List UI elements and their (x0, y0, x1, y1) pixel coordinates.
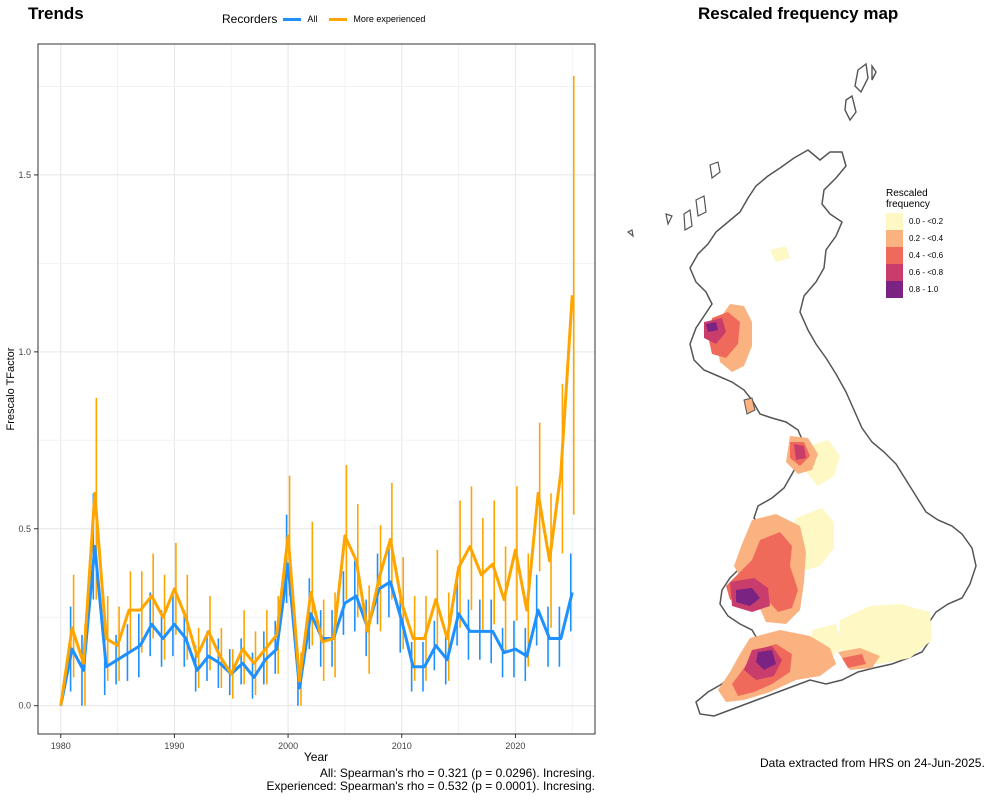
x-axis-label: Year (304, 750, 328, 764)
axes: 1980 1990 2000 2010 2020 0.0 0.5 1.0 1.5 (18, 170, 525, 751)
map-legend-swatch (886, 230, 903, 247)
x-tick-label: 2010 (392, 741, 412, 751)
legend-swatch-experienced (329, 17, 348, 21)
northern-isles-outline (844, 62, 877, 122)
plot-border (37, 43, 596, 735)
map-legend-swatch (886, 247, 903, 264)
y-tick-label: 1.0 (18, 347, 31, 357)
legend-label-all: All (307, 14, 318, 24)
series-line-all (59, 544, 574, 706)
map-legend-label: 0.2 - <0.4 (909, 234, 944, 243)
frequency-map (626, 62, 977, 717)
x-tick-label: 1980 (51, 741, 71, 751)
map-legend-label: 0.0 - <0.2 (909, 217, 944, 226)
map-legend-title-line2: frequency (886, 199, 930, 210)
legend-swatch-all (283, 17, 302, 21)
x-tick-label: 1990 (164, 741, 184, 751)
map-legend-label: 0.6 - <0.8 (909, 268, 944, 277)
y-tick-label: 0.0 (18, 701, 31, 711)
map-legend-swatch (886, 264, 903, 281)
data-source-note: Data extracted from HRS on 24-Jun-2025. (760, 756, 985, 770)
map-title: Rescaled frequency map (698, 4, 899, 23)
map-legend-row: 0.0 - <0.2 (886, 213, 943, 230)
trends-title: Trends (28, 4, 84, 23)
chart-legend: Recorders All More experienced (222, 12, 425, 26)
series-layer (59, 75, 575, 706)
isle-of-man (743, 397, 756, 415)
trend-statistics: All: Spearman's rho = 0.321 (p = 0.0296)… (267, 767, 596, 793)
y-tick-label: 1.5 (18, 170, 31, 180)
map-legend-label: 0.4 - <0.6 (909, 251, 944, 260)
map-legend-row: 0.2 - <0.4 (886, 230, 943, 247)
map-legend-row: 0.4 - <0.6 (886, 247, 943, 264)
map-legend-swatch (886, 281, 903, 298)
legend-label-experienced: More experienced (353, 14, 426, 24)
map-legend-label: 0.8 - 1.0 (909, 285, 939, 294)
legend-title: Recorders (222, 12, 278, 26)
western-isles-outline (626, 161, 721, 238)
series-line-more-experienced (59, 295, 574, 706)
map-legend-swatch (886, 213, 903, 230)
map-legend-title: Rescaled frequency (886, 188, 943, 210)
stats-line-all: All: Spearman's rho = 0.321 (p = 0.0296)… (319, 766, 595, 780)
map-legend-row: 0.6 - <0.8 (886, 264, 943, 281)
trends-chart: 1980 1990 2000 2010 2020 0.0 0.5 1.0 1.5 Year Fr… (5, 43, 596, 764)
y-axis-label: Frescalo TFactor (5, 347, 17, 430)
x-tick-label: 2000 (278, 741, 298, 751)
y-tick-label: 0.5 (18, 524, 31, 534)
map-legend-title-line1: Rescaled (886, 188, 928, 199)
stats-line-experienced: Experienced: Spearman's rho = 0.532 (p =… (266, 779, 596, 793)
x-tick-label: 2020 (505, 741, 525, 751)
map-legend-row: 0.8 - 1.0 (886, 281, 943, 298)
freq-class-4 (706, 322, 776, 670)
map-legend: Rescaled frequency 0.0 - <0.2 0.2 - <0.4… (886, 188, 943, 298)
